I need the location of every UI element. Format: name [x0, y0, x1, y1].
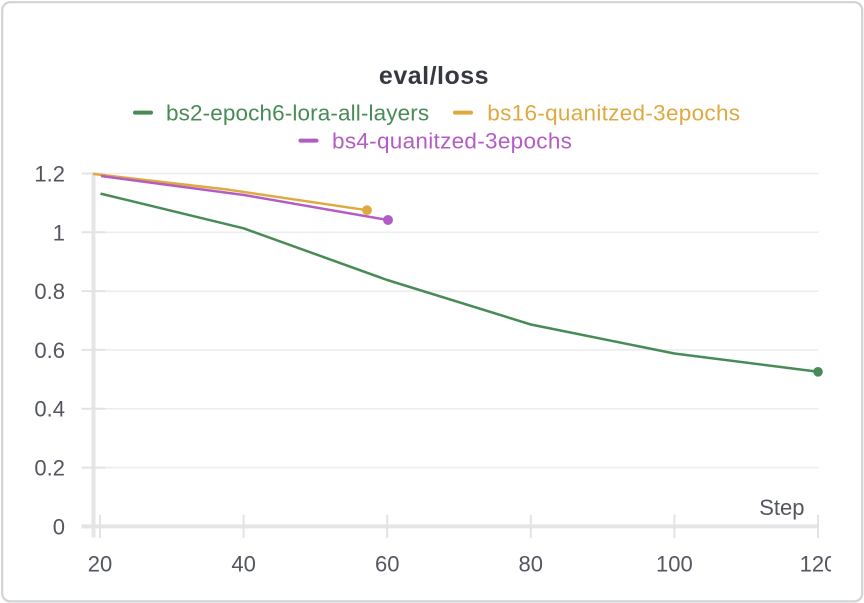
svg-text:1: 1 — [53, 220, 65, 245]
svg-text:0: 0 — [53, 514, 65, 539]
svg-text:120: 120 — [800, 552, 837, 577]
svg-text:0.8: 0.8 — [34, 279, 65, 304]
svg-text:bs4-quanitzed-3epochs: bs4-quanitzed-3epochs — [332, 128, 572, 153]
svg-text:80: 80 — [519, 552, 543, 577]
svg-text:0.2: 0.2 — [34, 456, 65, 481]
svg-text:1.2: 1.2 — [34, 162, 65, 187]
svg-text:40: 40 — [231, 552, 255, 577]
svg-text:20: 20 — [88, 552, 112, 577]
svg-text:Step: Step — [759, 495, 804, 520]
svg-text:100: 100 — [656, 552, 693, 577]
svg-text:bs2-epoch6-lora-all-layers: bs2-epoch6-lora-all-layers — [166, 100, 429, 125]
svg-text:0.6: 0.6 — [34, 338, 65, 363]
svg-text:bs16-quanitzed-3epochs: bs16-quanitzed-3epochs — [487, 100, 740, 125]
svg-text:0.4: 0.4 — [34, 397, 65, 422]
svg-text:eval/loss: eval/loss — [379, 62, 489, 90]
svg-text:60: 60 — [375, 552, 399, 577]
